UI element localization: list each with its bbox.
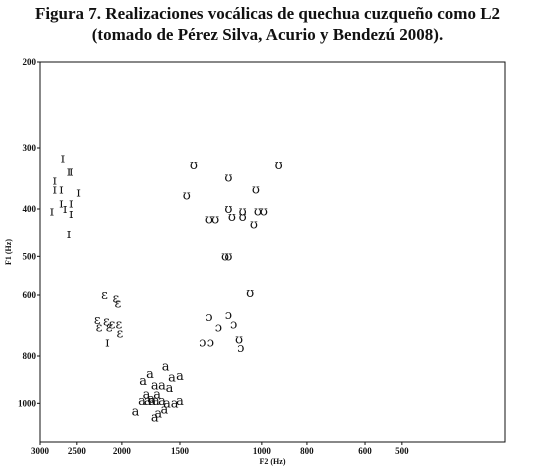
vowel-token: ɛ <box>103 315 110 330</box>
vowel-token: ɔ <box>237 341 244 356</box>
vowel-token: ʊ <box>205 212 213 227</box>
vowel-token: a <box>171 396 179 411</box>
y-tick-label: 1000 <box>18 398 37 408</box>
vowel-token: ɛ <box>96 321 103 336</box>
vowel-token: ɪ <box>53 174 57 189</box>
vowel-token: ɪ <box>59 197 63 212</box>
y-tick-label: 200 <box>23 57 37 67</box>
vowel-token: ʊ <box>239 210 247 225</box>
vowel-token: ʊ <box>246 286 254 301</box>
x-tick-label: 600 <box>358 446 372 456</box>
y-axis-label: F1 (Hz) <box>4 239 13 265</box>
plot-frame <box>39 61 506 443</box>
vowel-token: a <box>166 381 174 396</box>
vowel-token: ɛ <box>94 313 101 328</box>
vowel-token: ʊ <box>260 205 268 220</box>
y-tick-label: 500 <box>23 251 37 261</box>
vowel-token: a <box>158 379 166 394</box>
vowel-token: ɔ <box>207 335 214 350</box>
vowel-token: a <box>138 394 146 409</box>
vowel-token: a <box>144 394 152 409</box>
x-axis-label: F2 (Hz) <box>260 457 286 466</box>
vowel-token: a <box>176 394 184 409</box>
x-tick-label: 2000 <box>113 446 132 456</box>
vowel-token: ʊ <box>190 158 198 173</box>
vowel-token: ɪ <box>69 207 73 222</box>
y-tick-label: 600 <box>23 290 37 300</box>
vowel-token: ʊ <box>183 188 191 203</box>
vowel-token: a <box>151 379 159 394</box>
vowel-token: ɔ <box>205 310 212 325</box>
vowel-token: ɔ <box>199 335 206 350</box>
vowel-token: a <box>161 403 169 418</box>
chart-title: Figura 7. Realizaciones vocálicas de que… <box>34 4 501 23</box>
vowel-token: a <box>151 411 159 426</box>
vowel-token: ɪ <box>69 197 73 212</box>
vowel-token: ɪ <box>59 183 63 198</box>
vowel-token: ɪ <box>61 151 65 166</box>
vowel-token: ɛ <box>113 292 120 307</box>
vowel-token: ɪ <box>76 185 80 200</box>
vowel-token: ʊ <box>224 249 232 264</box>
vowel-token: a <box>148 394 156 409</box>
vowel-token: ʊ <box>275 158 283 173</box>
vowel-token: a <box>154 407 162 422</box>
vowel-token: ɪ <box>67 227 71 242</box>
x-tick-label: 500 <box>395 446 409 456</box>
vowel-token: ɛ <box>109 318 116 333</box>
x-tick-label: 2500 <box>68 446 87 456</box>
vowel-token: ɛ <box>106 321 113 336</box>
vowel-token: ʊ <box>211 212 219 227</box>
x-tick-label: 1000 <box>253 446 272 456</box>
vowel-token: a <box>147 392 155 407</box>
chart-subtitle: (tomado de Pérez Silva, Acurio y Bendezú… <box>91 25 444 44</box>
vowel-token: a <box>139 374 147 389</box>
vowel-token: ʊ <box>250 217 258 232</box>
vowel-token: ɔ <box>215 321 222 336</box>
vowel-token: ɪ <box>50 205 54 220</box>
vowel-token: ɪ <box>69 164 73 179</box>
vowel-token: a <box>168 370 176 385</box>
vowel-token: ɪ <box>105 335 109 350</box>
vowel-token: ɔ <box>225 308 232 323</box>
vowel-token: a <box>176 369 184 384</box>
x-tick-label: 800 <box>300 446 314 456</box>
vowel-token: ʊ <box>228 210 236 225</box>
vowel-token: ʊ <box>224 202 232 217</box>
vowel-token: ʊ <box>224 171 232 186</box>
vowel-token: a <box>162 359 170 374</box>
vowel-token: ɛ <box>116 327 123 342</box>
vowel-token: a <box>163 396 171 411</box>
vowel-token: ʊ <box>221 249 229 264</box>
vowel-token: ɛ <box>115 297 122 312</box>
vowel-token: a <box>146 367 154 382</box>
x-tick-label: 3000 <box>31 446 50 456</box>
vowel-token: ʊ <box>254 205 262 220</box>
vowel-token: a <box>143 388 151 403</box>
vowel-token: ɛ <box>116 318 123 333</box>
vowel-token: ʊ <box>235 332 243 347</box>
vowel-token: a <box>153 388 161 403</box>
y-tick-label: 300 <box>23 143 37 153</box>
vowel-token: ɛ <box>101 288 108 303</box>
vowel-token: a <box>152 394 160 409</box>
vowel-token: a <box>132 405 140 420</box>
vowel-token: ʊ <box>252 183 260 198</box>
vowel-token: ʊ <box>239 205 247 220</box>
y-tick-label: 800 <box>23 351 37 361</box>
vowel-token: ɪ <box>63 202 67 217</box>
vowel-token: a <box>158 394 166 409</box>
axis-ticks: 3000 2500 2000 1500 1000 800 600 500 200 300 400 50… <box>18 57 409 456</box>
vowel-token: ɪ <box>67 164 71 179</box>
y-tick-label: 400 <box>23 204 37 214</box>
x-tick-label: 1500 <box>171 446 190 456</box>
vowel-token: ɔ <box>230 318 237 333</box>
vowel-token: ɪ <box>53 183 57 198</box>
